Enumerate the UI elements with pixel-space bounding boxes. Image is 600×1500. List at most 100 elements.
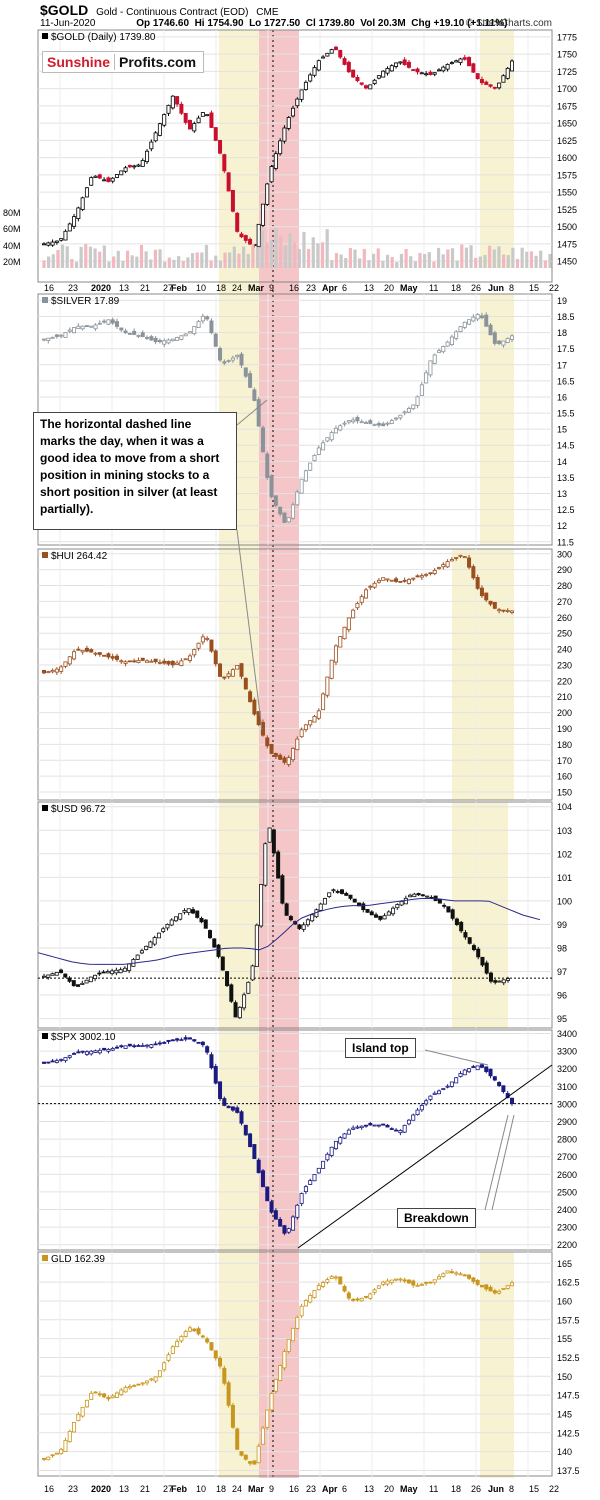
candle-body [252, 1460, 257, 1465]
candle-body [462, 556, 467, 559]
highlight-band-yellow-june-gld [480, 1252, 514, 1478]
candle-body [462, 1274, 467, 1277]
candle-body [312, 716, 317, 723]
candle-body [252, 699, 257, 715]
candle-body [284, 903, 289, 916]
x-tick-label-top: 15 [529, 283, 539, 293]
x-tick-label-bottom: 21 [140, 1484, 150, 1494]
candle-body [101, 971, 106, 974]
volume-bar [353, 249, 357, 268]
moving-average-line [37, 898, 541, 965]
candle-body [338, 425, 343, 431]
y-tick-label: 220 [557, 676, 572, 686]
candle-body [299, 1193, 304, 1204]
close-value: Cl 1739.80 [305, 18, 355, 29]
candle-body [497, 1290, 502, 1294]
candle-body [312, 454, 317, 462]
x-tick-label-top: 18 [451, 283, 461, 293]
candle-body [200, 1335, 205, 1338]
volume-bar [529, 251, 534, 268]
candle-body [398, 1278, 403, 1281]
highlight-band-yellow-june-usd [452, 802, 508, 1028]
candle-body [415, 1284, 420, 1287]
candle-body [114, 969, 119, 974]
candle-body [301, 924, 306, 930]
candle-body [162, 1041, 167, 1044]
candle-body [230, 189, 235, 212]
candle-body [402, 1124, 407, 1133]
candle-body [46, 671, 51, 674]
candle-body [406, 407, 411, 413]
candle-body [308, 1180, 313, 1185]
y-tick-label: 290 [557, 565, 572, 575]
candle-body [54, 334, 59, 337]
candle-body [260, 1170, 265, 1188]
candle-body [183, 113, 188, 123]
candle-body [325, 1153, 330, 1161]
candle-body [162, 1362, 167, 1371]
candle-body [170, 95, 175, 109]
x-tick-label-top: 20 [384, 283, 394, 293]
candle-body [376, 1124, 381, 1127]
candle-body [182, 910, 187, 913]
brand-part-2: Profits.com [114, 54, 201, 70]
y-tick-label: 16 [557, 392, 567, 402]
candle-body [54, 240, 59, 243]
candle-body [97, 1393, 102, 1396]
candle-body [411, 577, 416, 580]
y-tick-label: 104 [557, 802, 572, 812]
candle-body [208, 930, 213, 939]
candle-body [395, 904, 400, 909]
candle-body [97, 1049, 102, 1054]
candle-body [346, 617, 351, 631]
candle-body [376, 1285, 381, 1289]
candle-body [156, 932, 161, 939]
volume-bar [228, 252, 232, 268]
candle-body [271, 829, 276, 854]
candle-body [282, 757, 287, 763]
x-tick-label-bottom: 13 [364, 1484, 374, 1494]
candle-body [97, 322, 102, 325]
candle-body [84, 979, 89, 984]
candle-body [114, 321, 119, 327]
candle-body [445, 1270, 450, 1274]
candle-body [200, 112, 205, 117]
candle-body [243, 235, 248, 241]
volume-bar [112, 256, 116, 268]
candle-body [351, 1299, 356, 1301]
candle-body [205, 1046, 210, 1053]
candle-body [394, 1129, 399, 1132]
candle-body [119, 327, 124, 331]
stockcharts-copyright: © StockCharts.com [465, 18, 552, 29]
candle-body [342, 422, 347, 425]
candle-body [59, 1059, 64, 1061]
candle-body [303, 724, 308, 730]
volume-bar [302, 231, 306, 268]
y-tick-label: 1750 [557, 50, 577, 60]
candle-body [321, 442, 326, 451]
candle-body [226, 360, 231, 362]
y-tick-label: 147.5 [557, 1391, 580, 1401]
volume-bar [56, 249, 60, 268]
candle-body [157, 339, 162, 343]
volume-bar [474, 257, 478, 268]
y-tick-label: 230 [557, 660, 572, 670]
candle-body [295, 491, 300, 506]
candle-body [398, 581, 403, 583]
candle-body [256, 399, 261, 427]
candle-body [432, 1092, 437, 1095]
quote-line: 11-Jun-2020 Op 1746.60 Hi 1754.90 Lo 172… [40, 18, 507, 29]
candle-body [200, 1041, 205, 1046]
candle-body [235, 355, 240, 358]
low-value: Lo 1727.50 [249, 18, 301, 29]
candle-body [454, 60, 459, 63]
candle-body [408, 894, 413, 898]
volume-bar [255, 247, 260, 268]
candle-body [203, 919, 208, 929]
candle-body [123, 167, 128, 172]
x-tick-label-top: 13 [364, 283, 374, 293]
volume-bar [102, 245, 106, 268]
candle-body [149, 336, 154, 341]
candle-body [359, 1125, 364, 1129]
candle-body [344, 892, 349, 896]
